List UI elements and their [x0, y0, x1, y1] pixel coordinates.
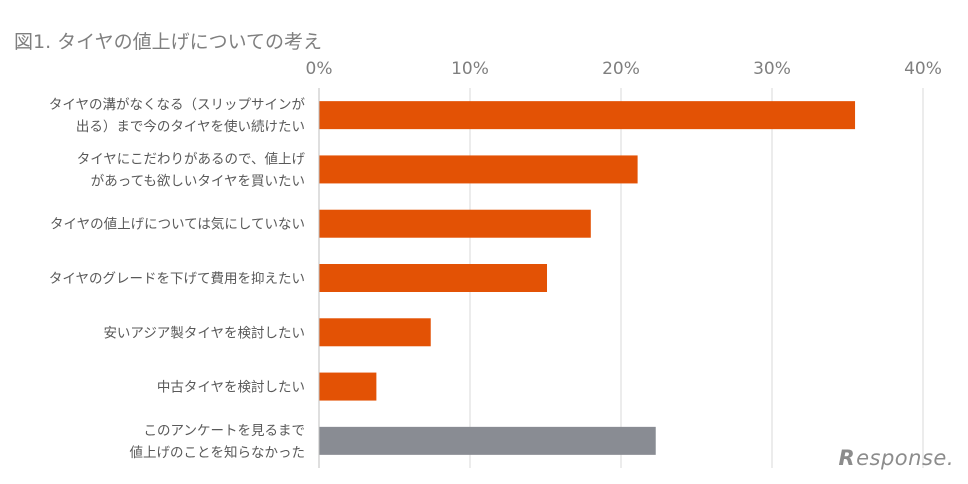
response-logo: Response. — [838, 446, 954, 470]
x-tick-label: 0% — [306, 59, 333, 79]
category-label: 安いアジア製タイヤを検討したい — [103, 325, 305, 341]
category-label: タイヤの値上げについては気にしていない — [50, 217, 305, 233]
bar — [319, 155, 638, 184]
bar — [319, 209, 591, 238]
x-tick-label: 30% — [753, 59, 791, 79]
bar — [319, 318, 431, 347]
category-label: タイヤの溝がなくなる（スリップサインが出る）まで今のタイヤを使い続けたい — [49, 97, 306, 135]
bars — [319, 101, 856, 455]
category-label: タイヤにこだわりがあるので、値上げがあっても欲しいタイヤを買いたい — [77, 151, 306, 189]
x-tick-label: 20% — [602, 59, 640, 79]
logo-mark-icon: R — [838, 446, 856, 470]
x-axis-ticks: 0% 10% 20% 30% 40% — [306, 59, 942, 79]
logo-text: esponse. — [856, 446, 954, 470]
category-label: このアンケートを見るまで値上げのことを知らなかった — [130, 423, 306, 461]
category-labels: タイヤの溝がなくなる（スリップサインが出る）まで今のタイヤを使い続けたいタイヤに… — [49, 97, 306, 461]
chart-title: 図1. タイヤの値上げについての考え — [14, 31, 322, 53]
category-label: タイヤのグレードを下げて費用を抑えたい — [49, 271, 305, 287]
x-tick-label: 10% — [451, 59, 489, 79]
bar — [319, 264, 548, 292]
bar — [319, 426, 656, 455]
bar — [319, 372, 377, 401]
bar — [319, 101, 856, 130]
category-label: 中古タイヤを検討したい — [157, 380, 305, 396]
x-tick-label: 40% — [904, 59, 942, 79]
